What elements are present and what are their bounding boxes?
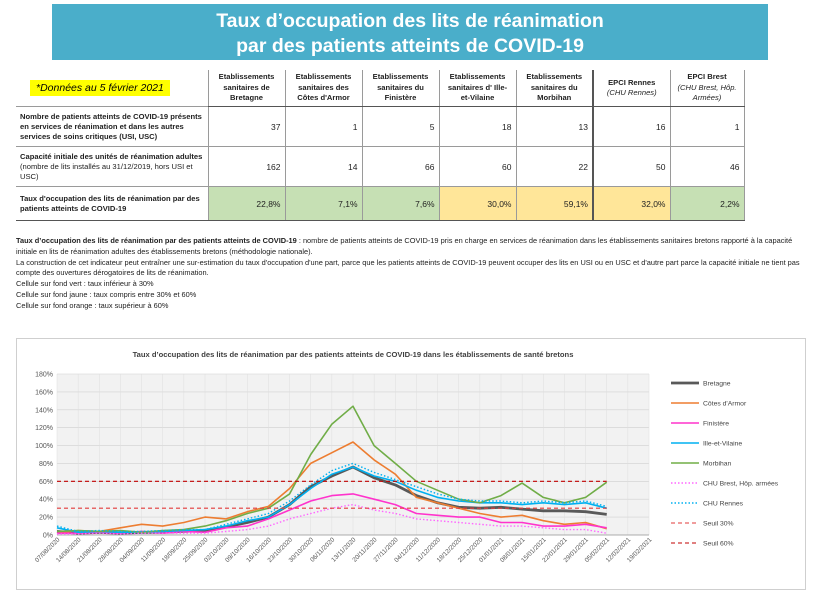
table-cell: 16 bbox=[592, 106, 671, 147]
note-green: Cellule sur fond vert : taux inférieur à… bbox=[16, 279, 154, 289]
series-line bbox=[56, 462, 607, 533]
y-tick-label: 60% bbox=[39, 479, 53, 486]
col-sub-epci-brest: (CHU Brest, Hôp. Armées) bbox=[677, 82, 737, 103]
title-banner: Taux d’occupation des lits de réanimatio… bbox=[52, 4, 768, 60]
rate-cell: 32,0% bbox=[592, 186, 671, 221]
legend-label: Bretagne bbox=[703, 381, 731, 388]
note-definition: Taux d’occupation des lits de réanimatio… bbox=[16, 236, 793, 256]
table-cell: 50 bbox=[592, 146, 671, 187]
occupancy-table: *Données au 5 février 2021 Etablissement… bbox=[16, 70, 745, 221]
legend-label: Côtes d'Armor bbox=[703, 401, 747, 408]
row-label-rate: Taux d'occupation des lits de réanimatio… bbox=[16, 186, 209, 221]
table-cell: 60 bbox=[438, 146, 517, 187]
col-header-morbihan: Etablissements sanitaires du Morbihan bbox=[515, 70, 594, 107]
y-tick-label: 100% bbox=[35, 443, 53, 450]
y-tick-label: 140% bbox=[35, 407, 53, 414]
col-header-ille-et-vilaine: Etablissements sanitaires d' Ille-et-Vil… bbox=[438, 70, 517, 107]
legend-label: Finistère bbox=[703, 421, 729, 428]
title-line-2: par des patients atteints de COVID-19 bbox=[236, 35, 584, 57]
table-cell: 13 bbox=[515, 106, 594, 147]
table-row-rate: Taux d'occupation des lits de réanimatio… bbox=[16, 186, 745, 221]
y-tick-label: 120% bbox=[35, 425, 53, 432]
table-cell: 18 bbox=[438, 106, 517, 147]
y-tick-label: 80% bbox=[39, 461, 53, 468]
table-header-row: *Données au 5 février 2021 Etablissement… bbox=[16, 70, 745, 107]
data-date-note: *Données au 5 février 2021 bbox=[30, 79, 170, 97]
legend-label: CHU Brest, Hôp. armées bbox=[703, 481, 779, 488]
y-tick-label: 40% bbox=[39, 497, 53, 504]
y-tick-label: 20% bbox=[39, 515, 53, 522]
occupancy-chart: Taux d’occupation des lits de réanimatio… bbox=[16, 338, 806, 590]
row-label-capacity: Capacité initiale des unités de réanimat… bbox=[16, 146, 209, 187]
legend-label: Seuil 30% bbox=[703, 521, 734, 528]
methodology-notes: Taux d’occupation des lits de réanimatio… bbox=[16, 236, 806, 312]
legend-label: CHU Rennes bbox=[703, 501, 744, 508]
title-line-1: Taux d’occupation des lits de réanimatio… bbox=[216, 10, 604, 32]
col-header-cotes-armor: Etablissements sanitaires des Côtes d'Ar… bbox=[284, 70, 363, 107]
table-corner: *Données au 5 février 2021 bbox=[16, 70, 208, 107]
row-label-capacity-note: (nombre de lits installés au 31/12/2019,… bbox=[20, 161, 193, 181]
table-cell: 1 bbox=[669, 106, 745, 147]
table-cell: 5 bbox=[361, 106, 440, 147]
note-orange: Cellule sur fond orange : taux supérieur… bbox=[16, 300, 169, 310]
table-cell: 162 bbox=[207, 146, 286, 187]
legend-label: Ille-et-Vilaine bbox=[703, 441, 742, 448]
y-tick-label: 160% bbox=[35, 389, 53, 396]
table-cell: 22 bbox=[515, 146, 594, 187]
table-cell: 1 bbox=[284, 106, 363, 147]
y-tick-label: 180% bbox=[35, 372, 53, 379]
rate-cell: 22,8% bbox=[207, 186, 286, 221]
y-tick-label: 0% bbox=[43, 533, 53, 540]
row-label-patients: Nombre de patients atteints de COVID-19 … bbox=[16, 106, 209, 147]
col-header-bretagne: Etablissements sanitaires de Bretagne bbox=[207, 70, 286, 107]
table-cell: 37 bbox=[207, 106, 286, 147]
table-cell: 46 bbox=[669, 146, 745, 187]
table-cell: 66 bbox=[361, 146, 440, 187]
legend-label: Morbihan bbox=[703, 461, 732, 468]
rate-cell: 30,0% bbox=[438, 186, 517, 221]
col-sub-epci-rennes: (CHU Rennes) bbox=[606, 88, 657, 97]
table-cell: 14 bbox=[284, 146, 363, 187]
col-header-epci-brest: EPCI Brest (CHU Brest, Hôp. Armées) bbox=[669, 70, 745, 107]
occupancy-chart-svg: Taux d’occupation des lits de réanimatio… bbox=[34, 350, 779, 564]
rate-cell: 59,1% bbox=[515, 186, 594, 221]
series-line bbox=[56, 441, 607, 534]
rate-cell: 2,2% bbox=[669, 186, 745, 221]
chart-title: Taux d’occupation des lits de réanimatio… bbox=[133, 350, 574, 359]
col-header-epci-rennes: EPCI Rennes (CHU Rennes) bbox=[592, 70, 671, 107]
col-header-finistere: Etablissements sanitaires du Finistère bbox=[361, 70, 440, 107]
legend-label: Seuil 60% bbox=[703, 541, 734, 548]
rate-cell: 7,6% bbox=[361, 186, 440, 221]
table-row-patients: Nombre de patients atteints de COVID-19 … bbox=[16, 106, 745, 147]
note-overestimation: La construction de cet indicateur peut e… bbox=[16, 257, 800, 278]
rate-cell: 7,1% bbox=[284, 186, 363, 221]
note-yellow: Cellule sur fond jaune : taux compris en… bbox=[16, 289, 197, 299]
table-row-capacity: Capacité initiale des unités de réanimat… bbox=[16, 146, 745, 187]
